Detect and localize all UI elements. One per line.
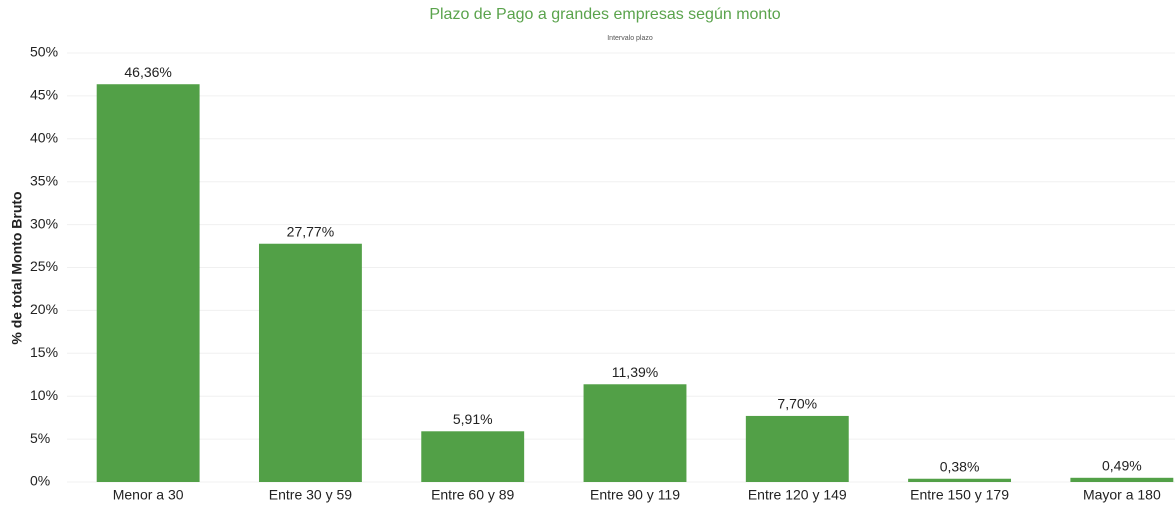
data-label: 46,36% <box>124 64 171 80</box>
y-axis-label: % de total Monto Bruto <box>9 191 25 344</box>
y-tick-label: 45% <box>30 87 58 103</box>
y-tick-label: 10% <box>30 387 58 403</box>
bar <box>96 84 200 482</box>
data-label: 27,77% <box>287 223 334 239</box>
data-label: 11,39% <box>612 364 658 380</box>
x-tick-label: Entre 60 y 89 <box>431 487 514 503</box>
bar <box>908 478 1012 482</box>
bar <box>745 415 849 482</box>
y-tick-label: 20% <box>30 301 58 317</box>
bar <box>583 384 687 482</box>
x-tick-label: Menor a 30 <box>113 487 184 503</box>
x-tick-label: Mayor a 180 <box>1083 487 1161 503</box>
chart-subtitle: Intervalo plazo <box>607 35 653 42</box>
y-tick-label: 40% <box>30 130 58 146</box>
y-tick-label: 50% <box>30 44 58 60</box>
y-tick-label: 15% <box>30 344 58 360</box>
y-tick-label: 25% <box>30 258 58 274</box>
x-tick-label: Entre 150 y 179 <box>910 487 1009 503</box>
x-tick-label: Entre 120 y 149 <box>748 487 847 503</box>
y-tick-label: 35% <box>30 172 58 188</box>
y-tick-label: 30% <box>30 215 58 231</box>
bar <box>1070 477 1174 482</box>
x-tick-label: Entre 90 y 119 <box>590 487 680 503</box>
bar <box>258 243 362 482</box>
y-tick-label: 0% <box>30 473 50 489</box>
data-label: 0,38% <box>940 458 980 474</box>
bar <box>421 431 525 482</box>
chart-title: Plazo de Pago a grandes empresas según m… <box>429 6 780 23</box>
y-tick-label: 5% <box>30 430 50 446</box>
x-tick-label: Entre 30 y 59 <box>269 487 352 503</box>
data-label: 5,91% <box>453 411 493 427</box>
data-label: 0,49% <box>1102 457 1142 473</box>
data-label: 7,70% <box>777 396 817 412</box>
